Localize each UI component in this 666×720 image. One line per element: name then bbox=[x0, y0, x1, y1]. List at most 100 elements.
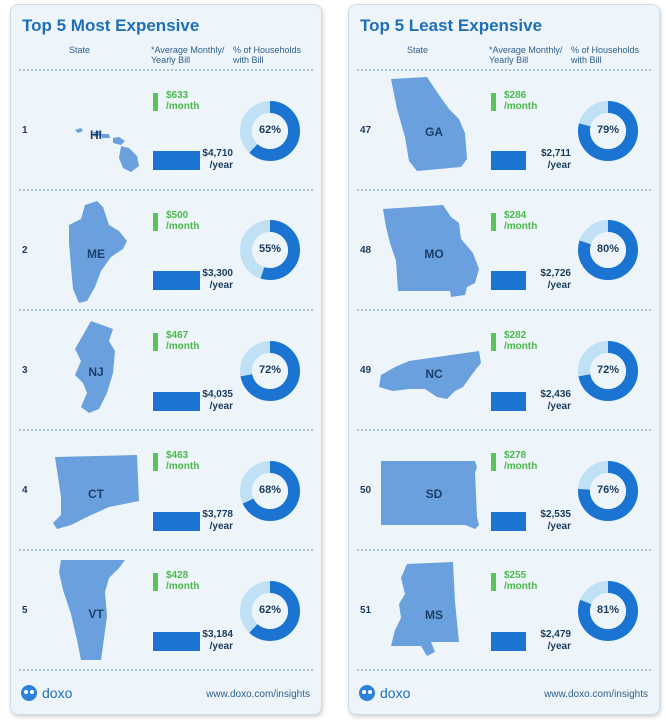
monthly-value: $278/month bbox=[504, 450, 537, 472]
pct-header-line1: % of Households bbox=[571, 45, 640, 55]
state-column-header: State bbox=[69, 45, 91, 55]
donut-value-arc bbox=[578, 220, 638, 280]
pct-header-line2: with Bill bbox=[571, 55, 602, 65]
pct-header-line1: % of Households bbox=[233, 45, 302, 55]
donut-svg bbox=[578, 220, 638, 280]
monthly-amount: $278 bbox=[504, 450, 527, 461]
donut-hole bbox=[252, 113, 288, 149]
row-divider bbox=[19, 549, 313, 551]
doxo-logo: doxo bbox=[359, 685, 439, 703]
donut-value-arc bbox=[240, 101, 300, 161]
donut-hole bbox=[252, 232, 288, 268]
donut-value-arc bbox=[578, 101, 638, 161]
households-pct-label: 80% bbox=[596, 243, 620, 255]
households-donut bbox=[577, 460, 639, 522]
rank-label: 1 bbox=[22, 125, 28, 136]
monthly-value: $500/month bbox=[166, 210, 199, 232]
yearly-unit: /year bbox=[547, 160, 571, 171]
households-pct-label: 72% bbox=[596, 364, 620, 376]
state-abbr: CT bbox=[88, 487, 104, 501]
yearly-bar bbox=[491, 392, 526, 411]
ga-state-shape bbox=[389, 77, 479, 181]
doxo-logo-icon bbox=[359, 685, 375, 701]
hi-state-shape bbox=[51, 80, 141, 184]
doxo-logo-text: doxo bbox=[42, 685, 73, 701]
panel-title: Top 5 Most Expensive bbox=[22, 16, 200, 35]
yearly-amount: $3,184 bbox=[202, 629, 233, 640]
monthly-bar bbox=[153, 573, 158, 591]
pct-header-line2: with Bill bbox=[233, 55, 264, 65]
bill-header-line2: Yearly Bill bbox=[489, 55, 529, 65]
monthly-bar bbox=[153, 213, 158, 231]
yearly-amount: $4,710 bbox=[202, 148, 233, 159]
yearly-amount: $4,035 bbox=[202, 389, 233, 400]
state-abbr: GA bbox=[425, 125, 443, 139]
most-expensive-panel: Top 5 Most Expensive State *Average Mont… bbox=[10, 4, 322, 715]
monthly-bar bbox=[491, 453, 496, 471]
doxo-logo-text: doxo bbox=[380, 685, 411, 701]
donut-svg bbox=[240, 341, 300, 401]
sd-state-shape bbox=[379, 445, 483, 549]
pct-column-header: % of Households with Bill bbox=[571, 45, 639, 65]
households-pct-label: 79% bbox=[596, 124, 620, 136]
doxo-logo-icon bbox=[21, 685, 37, 701]
donut-svg bbox=[578, 461, 638, 521]
monthly-bar bbox=[491, 573, 496, 591]
monthly-bar bbox=[491, 333, 496, 351]
bill-header-line2: Yearly Bill bbox=[151, 55, 191, 65]
rank-label: 4 bbox=[22, 485, 28, 496]
yearly-value: $3,300/year bbox=[200, 268, 233, 292]
donut-hole bbox=[590, 353, 626, 389]
monthly-unit: /month bbox=[166, 461, 200, 472]
monthly-unit: /month bbox=[504, 461, 538, 472]
donut-value-arc bbox=[578, 341, 638, 401]
row-divider bbox=[357, 429, 651, 431]
yearly-value: $2,726/year bbox=[538, 268, 571, 292]
households-donut bbox=[577, 219, 639, 281]
yearly-value: $2,479/year bbox=[538, 629, 571, 653]
yearly-amount: $3,300 bbox=[202, 268, 233, 279]
yearly-amount: $2,535 bbox=[540, 509, 571, 520]
monthly-amount: $428 bbox=[166, 570, 189, 581]
donut-svg bbox=[240, 220, 300, 280]
yearly-amount: $2,711 bbox=[540, 148, 571, 159]
donut-hole bbox=[252, 353, 288, 389]
state-abbr: MO bbox=[424, 247, 444, 261]
yearly-amount: $3,778 bbox=[202, 509, 233, 520]
households-donut bbox=[577, 580, 639, 642]
yearly-unit: /year bbox=[209, 521, 233, 532]
donut-svg bbox=[578, 581, 638, 641]
yearly-unit: /year bbox=[209, 280, 233, 291]
monthly-value: $428/month bbox=[166, 570, 199, 592]
monthly-value: $284/month bbox=[504, 210, 537, 232]
panel-title: Top 5 Least Expensive bbox=[360, 16, 543, 35]
donut-svg bbox=[240, 461, 300, 521]
yearly-bar bbox=[153, 632, 200, 651]
monthly-bar bbox=[491, 93, 496, 111]
monthly-amount: $467 bbox=[166, 330, 189, 341]
yearly-value: $2,711/year bbox=[538, 148, 571, 172]
monthly-bar bbox=[153, 453, 158, 471]
yearly-bar bbox=[491, 632, 526, 651]
monthly-amount: $633 bbox=[166, 90, 189, 101]
monthly-amount: $463 bbox=[166, 450, 189, 461]
households-pct-label: 81% bbox=[596, 604, 620, 616]
yearly-value: $3,184/year bbox=[200, 629, 233, 653]
yearly-bar bbox=[153, 392, 200, 411]
state-abbr: VT bbox=[88, 607, 104, 621]
me-state-shape bbox=[51, 199, 141, 303]
monthly-unit: /month bbox=[504, 581, 538, 592]
yearly-bar bbox=[491, 271, 526, 290]
households-pct-label: 55% bbox=[258, 243, 282, 255]
monthly-unit: /month bbox=[504, 341, 538, 352]
households-donut bbox=[577, 340, 639, 402]
rank-label: 49 bbox=[360, 365, 372, 376]
rank-label: 2 bbox=[22, 245, 28, 256]
yearly-amount: $2,479 bbox=[540, 629, 571, 640]
monthly-bar bbox=[491, 213, 496, 231]
monthly-unit: /month bbox=[166, 101, 200, 112]
yearly-amount: $2,436 bbox=[540, 389, 571, 400]
monthly-amount: $255 bbox=[504, 570, 527, 581]
monthly-bar bbox=[153, 333, 158, 351]
monthly-amount: $286 bbox=[504, 90, 527, 101]
